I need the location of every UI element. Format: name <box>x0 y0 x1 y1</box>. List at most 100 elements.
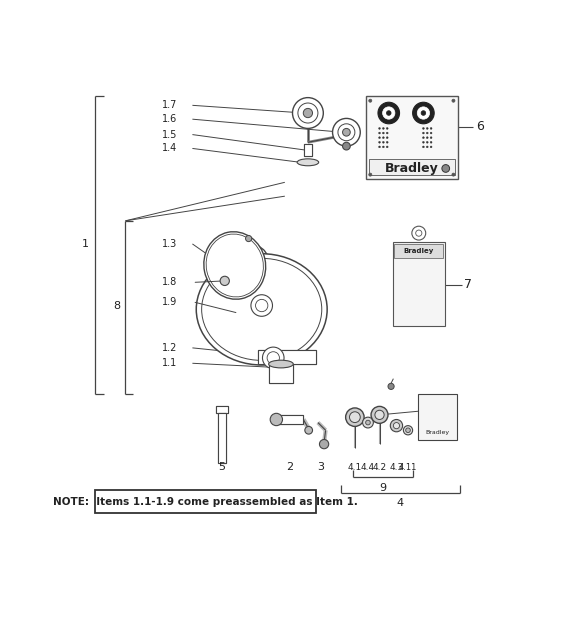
Circle shape <box>422 142 425 143</box>
Circle shape <box>386 111 391 116</box>
Circle shape <box>320 440 329 449</box>
Circle shape <box>382 142 384 143</box>
Circle shape <box>382 132 384 134</box>
Circle shape <box>386 137 388 138</box>
Text: 1: 1 <box>81 239 88 249</box>
Circle shape <box>303 109 312 117</box>
Bar <box>95 491 316 514</box>
Circle shape <box>386 146 388 148</box>
Bar <box>269 364 292 383</box>
Bar <box>215 406 228 414</box>
Circle shape <box>430 137 432 138</box>
Bar <box>258 350 316 364</box>
Circle shape <box>270 414 282 425</box>
Circle shape <box>379 132 380 134</box>
Bar <box>276 415 303 424</box>
Bar <box>269 364 292 383</box>
Bar <box>276 415 303 424</box>
Text: 1.2: 1.2 <box>162 343 177 353</box>
Ellipse shape <box>197 254 327 365</box>
Text: 6: 6 <box>476 120 484 134</box>
Circle shape <box>371 406 388 424</box>
Circle shape <box>382 146 384 148</box>
Text: 1.9: 1.9 <box>162 297 177 307</box>
Circle shape <box>430 142 432 143</box>
Circle shape <box>386 127 388 129</box>
Circle shape <box>403 425 413 435</box>
Circle shape <box>378 102 399 124</box>
Text: 4.3: 4.3 <box>389 463 403 472</box>
Text: 8: 8 <box>113 301 121 310</box>
Text: 1.5: 1.5 <box>162 130 177 140</box>
Text: 1.7: 1.7 <box>162 101 177 111</box>
Circle shape <box>343 142 350 150</box>
Circle shape <box>406 428 410 433</box>
Bar <box>369 159 455 175</box>
Text: 1.1: 1.1 <box>162 358 177 368</box>
Circle shape <box>452 99 455 102</box>
Circle shape <box>292 97 323 129</box>
Circle shape <box>256 299 268 312</box>
Bar <box>393 242 445 325</box>
Circle shape <box>379 146 380 148</box>
Text: 1.6: 1.6 <box>162 114 177 124</box>
Circle shape <box>343 129 350 136</box>
Bar <box>215 406 228 414</box>
Circle shape <box>426 142 428 143</box>
Circle shape <box>246 235 252 242</box>
Circle shape <box>382 137 384 138</box>
Text: 4.4: 4.4 <box>361 463 375 472</box>
Circle shape <box>422 132 425 134</box>
Text: 5: 5 <box>218 462 225 472</box>
Circle shape <box>379 127 380 129</box>
Circle shape <box>379 142 380 143</box>
Circle shape <box>383 107 395 119</box>
Circle shape <box>442 165 450 172</box>
Bar <box>418 394 457 440</box>
Circle shape <box>379 137 380 138</box>
Circle shape <box>363 417 374 428</box>
Circle shape <box>422 137 425 138</box>
Circle shape <box>426 146 428 148</box>
Text: 4.11: 4.11 <box>399 463 417 472</box>
Circle shape <box>422 146 425 148</box>
Bar <box>258 350 316 364</box>
Circle shape <box>305 427 312 434</box>
Text: 3: 3 <box>317 462 324 472</box>
Text: NOTE:  Items 1.1-1.9 come preassembled as Item 1.: NOTE: Items 1.1-1.9 come preassembled as… <box>53 497 358 507</box>
Ellipse shape <box>204 232 266 299</box>
Circle shape <box>426 127 428 129</box>
Circle shape <box>267 351 280 364</box>
Circle shape <box>390 419 403 432</box>
Circle shape <box>426 132 428 134</box>
Circle shape <box>415 230 422 236</box>
Circle shape <box>350 412 360 422</box>
Bar <box>304 144 312 156</box>
Circle shape <box>386 142 388 143</box>
Circle shape <box>388 383 394 389</box>
Bar <box>218 414 226 463</box>
Circle shape <box>332 119 360 146</box>
Circle shape <box>346 408 364 427</box>
Circle shape <box>369 99 372 102</box>
Bar <box>366 96 458 179</box>
Circle shape <box>369 173 372 176</box>
Circle shape <box>382 127 384 129</box>
Text: 1.4: 1.4 <box>162 143 177 153</box>
Circle shape <box>298 103 318 123</box>
Bar <box>218 414 226 463</box>
Circle shape <box>422 127 425 129</box>
Circle shape <box>452 173 455 176</box>
Circle shape <box>262 347 284 369</box>
Circle shape <box>366 420 370 425</box>
Circle shape <box>412 226 426 240</box>
Circle shape <box>430 146 432 148</box>
Circle shape <box>338 124 355 141</box>
Ellipse shape <box>269 360 293 368</box>
Text: 4: 4 <box>397 499 404 509</box>
Circle shape <box>413 102 434 124</box>
Circle shape <box>375 410 384 419</box>
Text: 9: 9 <box>379 483 387 493</box>
Ellipse shape <box>297 159 319 166</box>
Text: 1.8: 1.8 <box>162 278 177 288</box>
